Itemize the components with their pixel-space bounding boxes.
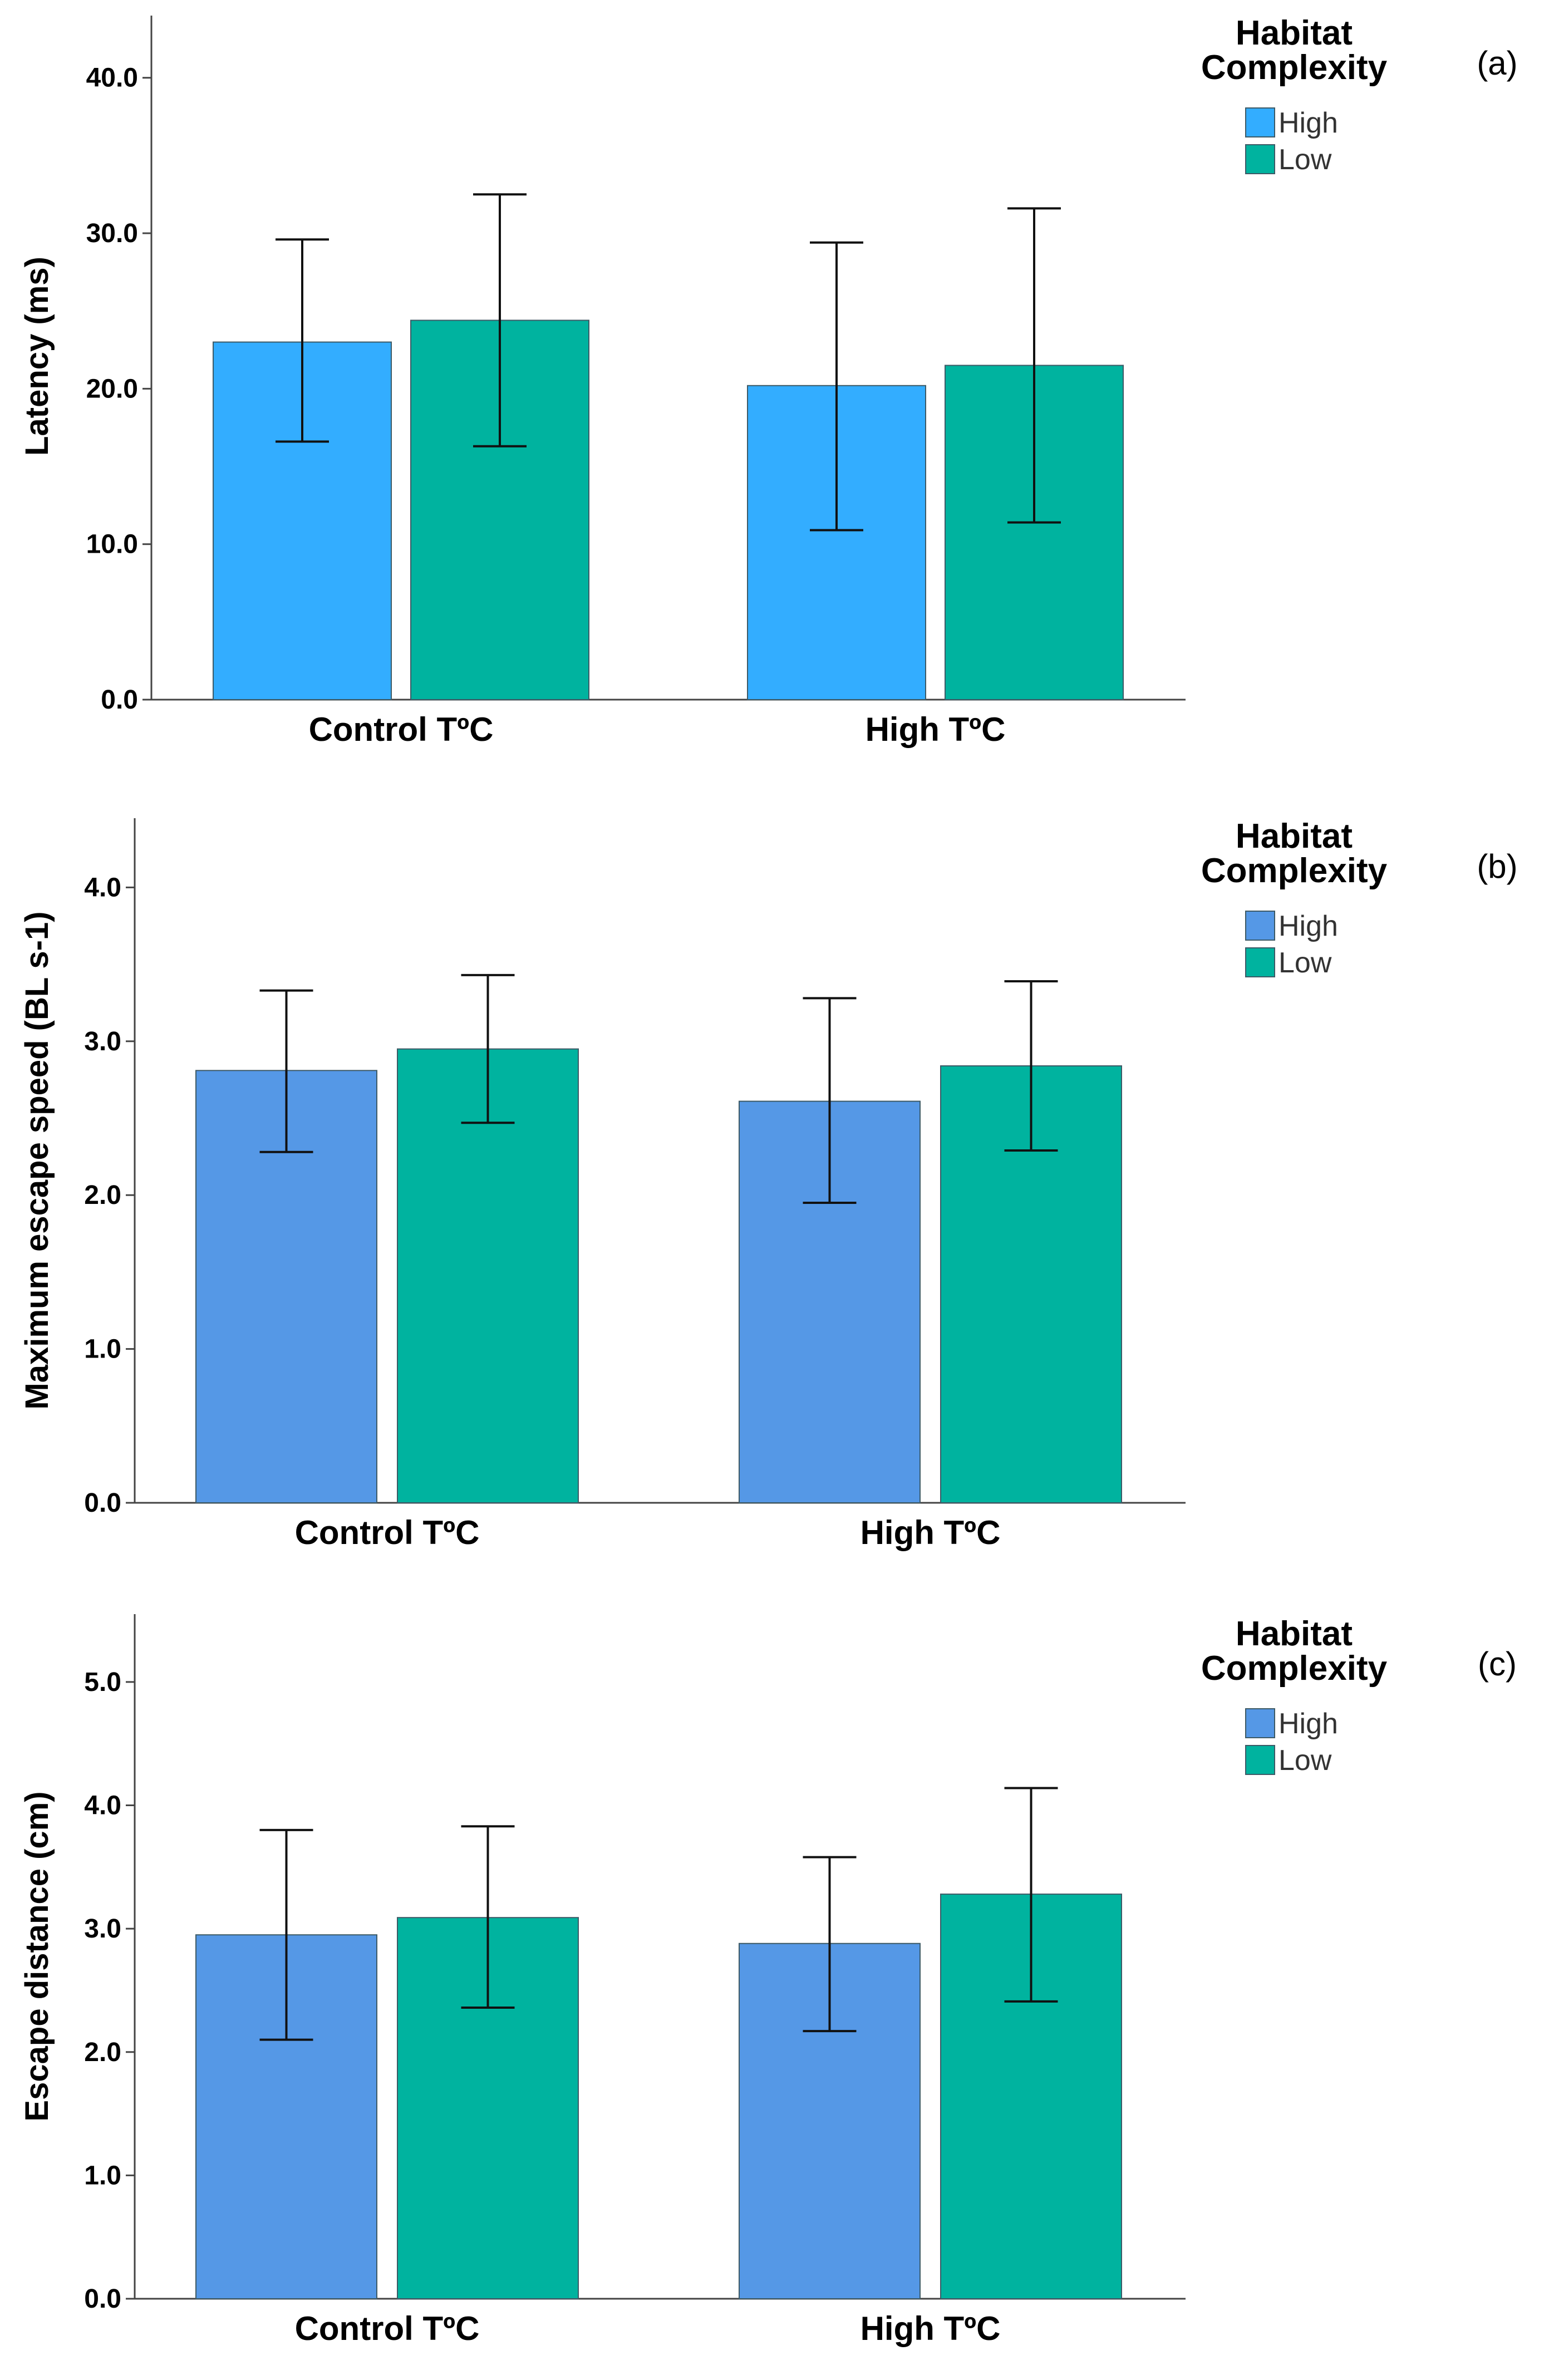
y-tick-label: 1.0 bbox=[84, 1335, 121, 1364]
y-tick-label: 40.0 bbox=[86, 63, 138, 93]
y-tick-label: 3.0 bbox=[84, 1914, 121, 1944]
y-axis-label: Maximum escape speed (BL s-1) bbox=[19, 911, 55, 1409]
legend-title: Habitat bbox=[1236, 1615, 1353, 1653]
y-tick-label: 2.0 bbox=[84, 2038, 121, 2067]
panel-tag: (c) bbox=[1478, 1645, 1517, 1683]
x-category-label: High TºC bbox=[860, 1514, 1001, 1551]
x-category-label: High TºC bbox=[860, 2310, 1001, 2347]
x-category-label: Control TºC bbox=[295, 2310, 480, 2347]
legend-label-low: Low bbox=[1279, 144, 1332, 176]
legend-label-high: High bbox=[1279, 910, 1338, 942]
chart-panel-a: 0.0 10.0 20.0 30.0 40.0 Latency (ms) Control T… bbox=[19, 14, 1518, 748]
legend-swatch-high bbox=[1245, 107, 1275, 137]
y-tick-label: 4.0 bbox=[84, 873, 121, 902]
legend-title: Habitat bbox=[1236, 14, 1353, 52]
legend-swatch-high bbox=[1245, 911, 1275, 941]
legend-swatch-low bbox=[1245, 947, 1275, 977]
legend-swatch-low bbox=[1245, 1745, 1275, 1775]
chart-panel-c: 0.0 1.0 2.0 3.0 4.0 5.0 Escape distance (cm) Co… bbox=[19, 1614, 1517, 2347]
legend-swatch-low bbox=[1245, 144, 1275, 174]
y-tick-label: 20.0 bbox=[86, 374, 138, 404]
y-axis-label: Escape distance (cm) bbox=[19, 1791, 55, 2121]
legend-label-low: Low bbox=[1279, 947, 1332, 979]
legend-title: Complexity bbox=[1201, 852, 1388, 890]
chart-panel-b: 0.0 1.0 2.0 3.0 4.0 Maximum escape speed (BL … bbox=[19, 817, 1518, 1551]
y-tick-label: 4.0 bbox=[84, 1791, 121, 1821]
y-tick-label: 0.0 bbox=[84, 2284, 121, 2314]
y-tick-label: 10.0 bbox=[86, 530, 138, 559]
y-tick-label: 2.0 bbox=[84, 1181, 121, 1210]
y-tick-label: 30.0 bbox=[86, 219, 138, 248]
legend-title: Complexity bbox=[1201, 48, 1388, 87]
legend-swatch-high bbox=[1245, 1708, 1275, 1738]
x-category-label: Control TºC bbox=[295, 1514, 480, 1551]
legend-title: Complexity bbox=[1201, 1649, 1388, 1688]
x-category-label: High TºC bbox=[866, 711, 1006, 748]
panel-tag: (b) bbox=[1477, 848, 1517, 885]
x-category-label: Control TºC bbox=[309, 711, 494, 748]
panel-tag: (a) bbox=[1477, 45, 1517, 82]
legend-label-high: High bbox=[1279, 107, 1338, 139]
legend-label-high: High bbox=[1279, 1708, 1338, 1740]
y-tick-label: 0.0 bbox=[101, 685, 138, 715]
y-tick-label: 5.0 bbox=[84, 1668, 121, 1697]
y-tick-label: 1.0 bbox=[84, 2161, 121, 2190]
y-tick-label: 0.0 bbox=[84, 1488, 121, 1518]
legend-title: Habitat bbox=[1236, 817, 1353, 855]
y-tick-label: 3.0 bbox=[84, 1027, 121, 1056]
y-axis-label: Latency (ms) bbox=[19, 257, 55, 456]
legend-label-low: Low bbox=[1279, 1744, 1332, 1777]
